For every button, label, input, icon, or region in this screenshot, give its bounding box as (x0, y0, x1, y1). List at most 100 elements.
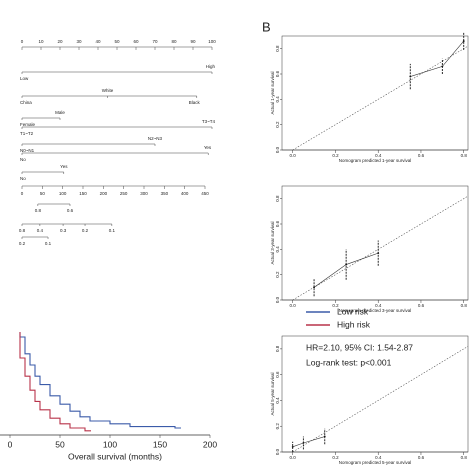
tick-label: 30 (76, 39, 82, 44)
x-tick-label: 0 (8, 439, 13, 449)
x-axis-label: Overall survival (months) (68, 451, 162, 461)
plot-frame (281, 35, 469, 151)
series-line (410, 40, 464, 77)
y-tick-label: 0.2 (275, 271, 280, 278)
point (409, 75, 412, 78)
scale-label: White (102, 88, 114, 93)
panel-label: B (262, 19, 271, 34)
y-axis-label: Actual 1-year survival (270, 71, 275, 114)
tick-label: 400 (181, 191, 189, 196)
plot-frame (281, 185, 469, 301)
scale-label: Female (20, 122, 36, 127)
tick-label: 50 (40, 191, 46, 196)
x-tick-label: 0.6 (418, 455, 425, 460)
scale-label: 0.2 (19, 241, 26, 246)
plot-area (19, 332, 181, 432)
x-tick-label: 0.0 (290, 303, 297, 308)
x-tick-label: 0.2 (332, 153, 339, 158)
tick-label: 450 (201, 191, 209, 196)
y-axis-label: Actual 3-year survival (270, 221, 275, 264)
x-axis-label: Nomogram predicted 5-year survival (339, 460, 412, 465)
x-tick-label: 0.4 (375, 455, 382, 460)
tick-label: 20 (57, 39, 63, 44)
scale-label: Black (189, 100, 201, 105)
point (291, 445, 294, 448)
series-line (19, 332, 91, 432)
reference-diagonal (292, 45, 469, 151)
tick-label: 0 (21, 39, 24, 44)
scale-label: 0.3 (60, 228, 67, 233)
y-tick-label: 0.8 (275, 45, 280, 52)
x-tick-label: 0.2 (332, 455, 339, 460)
scale-label: 0.8 (35, 208, 42, 213)
point (302, 442, 305, 444)
scale-label: Male (55, 110, 65, 115)
tick-label: 90 (190, 39, 196, 44)
scale-label: T1~T2 (20, 131, 34, 136)
y-tick-label: 0.4 (275, 397, 280, 404)
tick-label: 60 (133, 39, 139, 44)
x-tick-label: 0.0 (290, 455, 297, 460)
x-axis-label: Nomogram predicted 1-year survival (339, 158, 412, 163)
y-tick-label: 0.4 (275, 96, 280, 103)
x-tick-label: 0.4 (375, 303, 382, 308)
y-tick-label: 0.0 (275, 146, 280, 153)
scale-label: 0.6 (67, 208, 74, 213)
x-tick-label: 50 (55, 439, 65, 449)
scale-label: 0.8 (19, 228, 26, 233)
x-tick-label: 0.6 (418, 153, 425, 158)
y-tick-label: 0.4 (275, 246, 280, 253)
tick-label: 0 (21, 191, 24, 196)
y-tick-label: 0.6 (275, 220, 280, 227)
y-axis-label: Actual 5-year survival (270, 372, 275, 415)
x-tick-label: 0.6 (418, 303, 425, 308)
tick-label: 70 (152, 39, 158, 44)
tick-label: 300 (140, 191, 148, 196)
y-tick-label: 0.0 (275, 296, 280, 303)
y-tick-label: 0.8 (275, 195, 280, 202)
series-line (19, 332, 181, 429)
x-tick-label: 0.8 (461, 153, 468, 158)
legend-label: Low risk (337, 306, 369, 316)
y-tick-label: 0.2 (275, 423, 280, 430)
scale-label: Yes (60, 164, 68, 169)
reference-diagonal (292, 346, 469, 453)
y-tick-label: 0.6 (275, 70, 280, 77)
point (345, 263, 348, 266)
series-line (292, 436, 325, 448)
annotation: Log-rank test: p<0.001 (306, 357, 392, 367)
tick-label: 200 (100, 191, 108, 196)
x-tick-label: 0.2 (332, 303, 339, 308)
x-tick-label: 200 (203, 439, 217, 449)
scale-label: 0.2 (82, 228, 89, 233)
tick-label: 350 (161, 191, 169, 196)
tick-label: 50 (114, 39, 120, 44)
x-tick-label: 0.8 (461, 303, 468, 308)
tick-label: 100 (59, 191, 67, 196)
annotation: HR=2.10, 95% CI: 1.54-2.87 (306, 342, 413, 352)
y-tick-label: 0.8 (275, 345, 280, 352)
scale-label: 0.4 (37, 228, 44, 233)
tick-label: 80 (171, 39, 177, 44)
point (462, 40, 465, 42)
tick-label: 250 (120, 191, 128, 196)
x-tick-label: 150 (153, 439, 167, 449)
tick-label: 40 (95, 39, 101, 44)
scale-label: 0.1 (109, 228, 116, 233)
scale-label: N0~N1 (20, 148, 35, 153)
tick-label: 100 (208, 39, 216, 44)
scale-label: China (20, 100, 32, 105)
tick-label: 10 (38, 39, 44, 44)
scale-label: Low (20, 76, 29, 81)
y-tick-label: 0.0 (275, 448, 280, 455)
scale-label: No (20, 157, 26, 162)
x-axis-label: Nomogram predicted 3-year survival (339, 308, 412, 313)
legend-label: High risk (337, 319, 371, 329)
point (441, 65, 444, 68)
x-tick-label: 100 (103, 439, 117, 449)
reference-diagonal (292, 195, 469, 301)
y-tick-label: 0.2 (275, 121, 280, 128)
scale-label: 0.1 (45, 241, 52, 246)
scale-label: Yes (204, 145, 212, 150)
